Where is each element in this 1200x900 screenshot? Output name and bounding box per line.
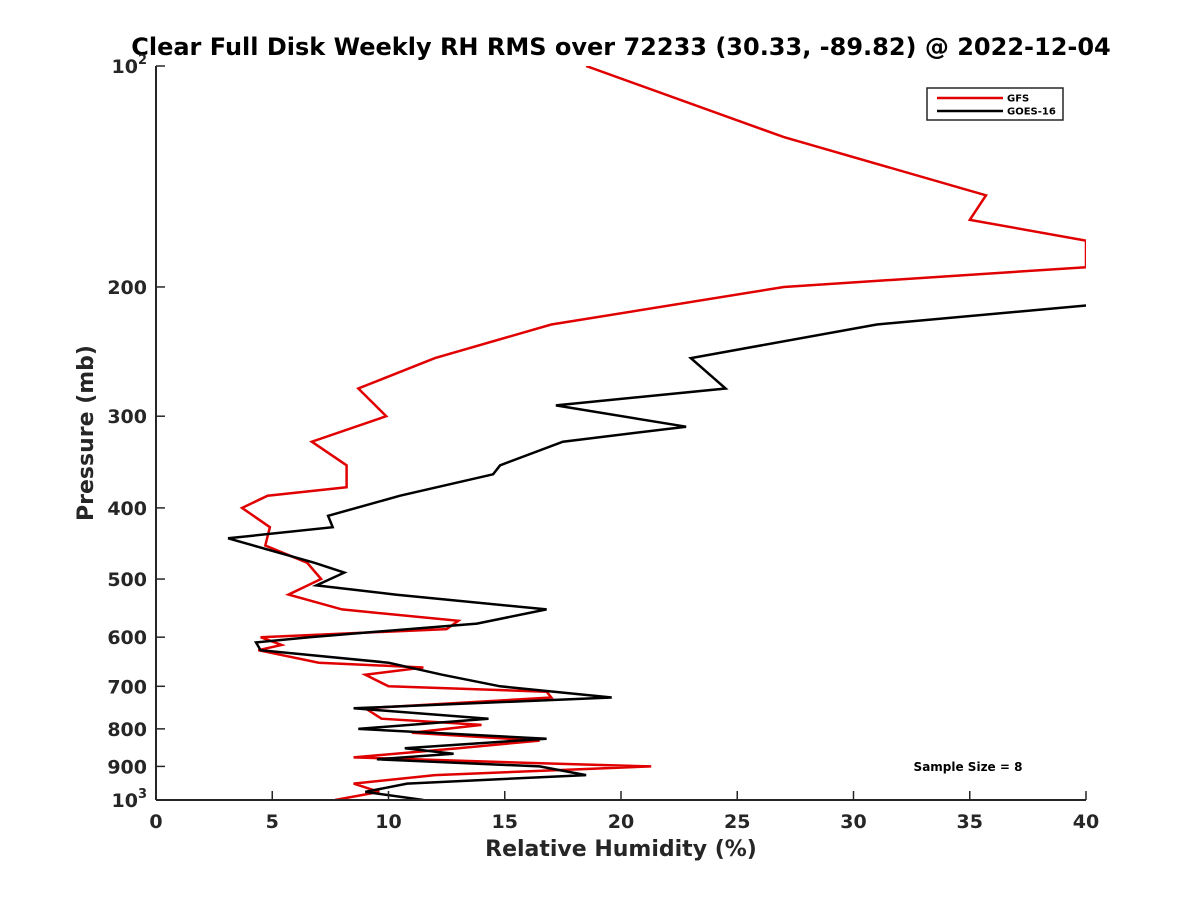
x-tick-label: 20 [608, 811, 634, 833]
x-tick-label: 35 [957, 811, 983, 833]
legend-label-goes16: GOES-16 [1007, 107, 1056, 118]
series-line-gfs [239, 66, 1086, 800]
x-tick-label: 30 [840, 811, 866, 833]
x-tick-label: 5 [266, 811, 279, 833]
y-tick-label: 600 [107, 627, 147, 649]
y-tick-label: 700 [107, 676, 147, 698]
legend-label-gfs: GFS [1007, 94, 1029, 105]
x-axis-label: Relative Humidity (%) [485, 837, 757, 862]
x-tick-label: 0 [149, 811, 162, 833]
y-tick-label: 900 [107, 756, 147, 778]
y-tick-label: 103 [112, 787, 148, 812]
x-tick-label: 15 [492, 811, 518, 833]
x-tick-label: 25 [724, 811, 750, 833]
y-tick-label: 500 [107, 569, 147, 591]
x-ticks: 0 5 10 15 20 25 30 35 40 [149, 791, 1099, 833]
plot-area [227, 66, 1086, 800]
axes [155, 66, 1086, 801]
y-tick-label: 200 [107, 277, 147, 299]
y-ticks: 102 200 300 400 500 600 700 800 900 103 [107, 53, 165, 812]
legend: GFS GOES-16 [926, 87, 1064, 121]
y-tick-label: 102 [112, 53, 148, 78]
y-tick-label: 800 [107, 719, 147, 741]
legend-box [926, 87, 1064, 121]
sample-size-annotation: Sample Size = 8 [914, 760, 1023, 774]
y-axis-label: Pressure (mb) [74, 345, 99, 521]
chart-title: Clear Full Disk Weekly RH RMS over 72233… [131, 33, 1111, 61]
x-tick-label: 40 [1073, 811, 1099, 833]
y-tick-label: 400 [107, 498, 147, 520]
x-tick-label: 10 [375, 811, 401, 833]
y-tick-label: 300 [107, 406, 147, 428]
series-line-goes16 [227, 304, 1086, 800]
